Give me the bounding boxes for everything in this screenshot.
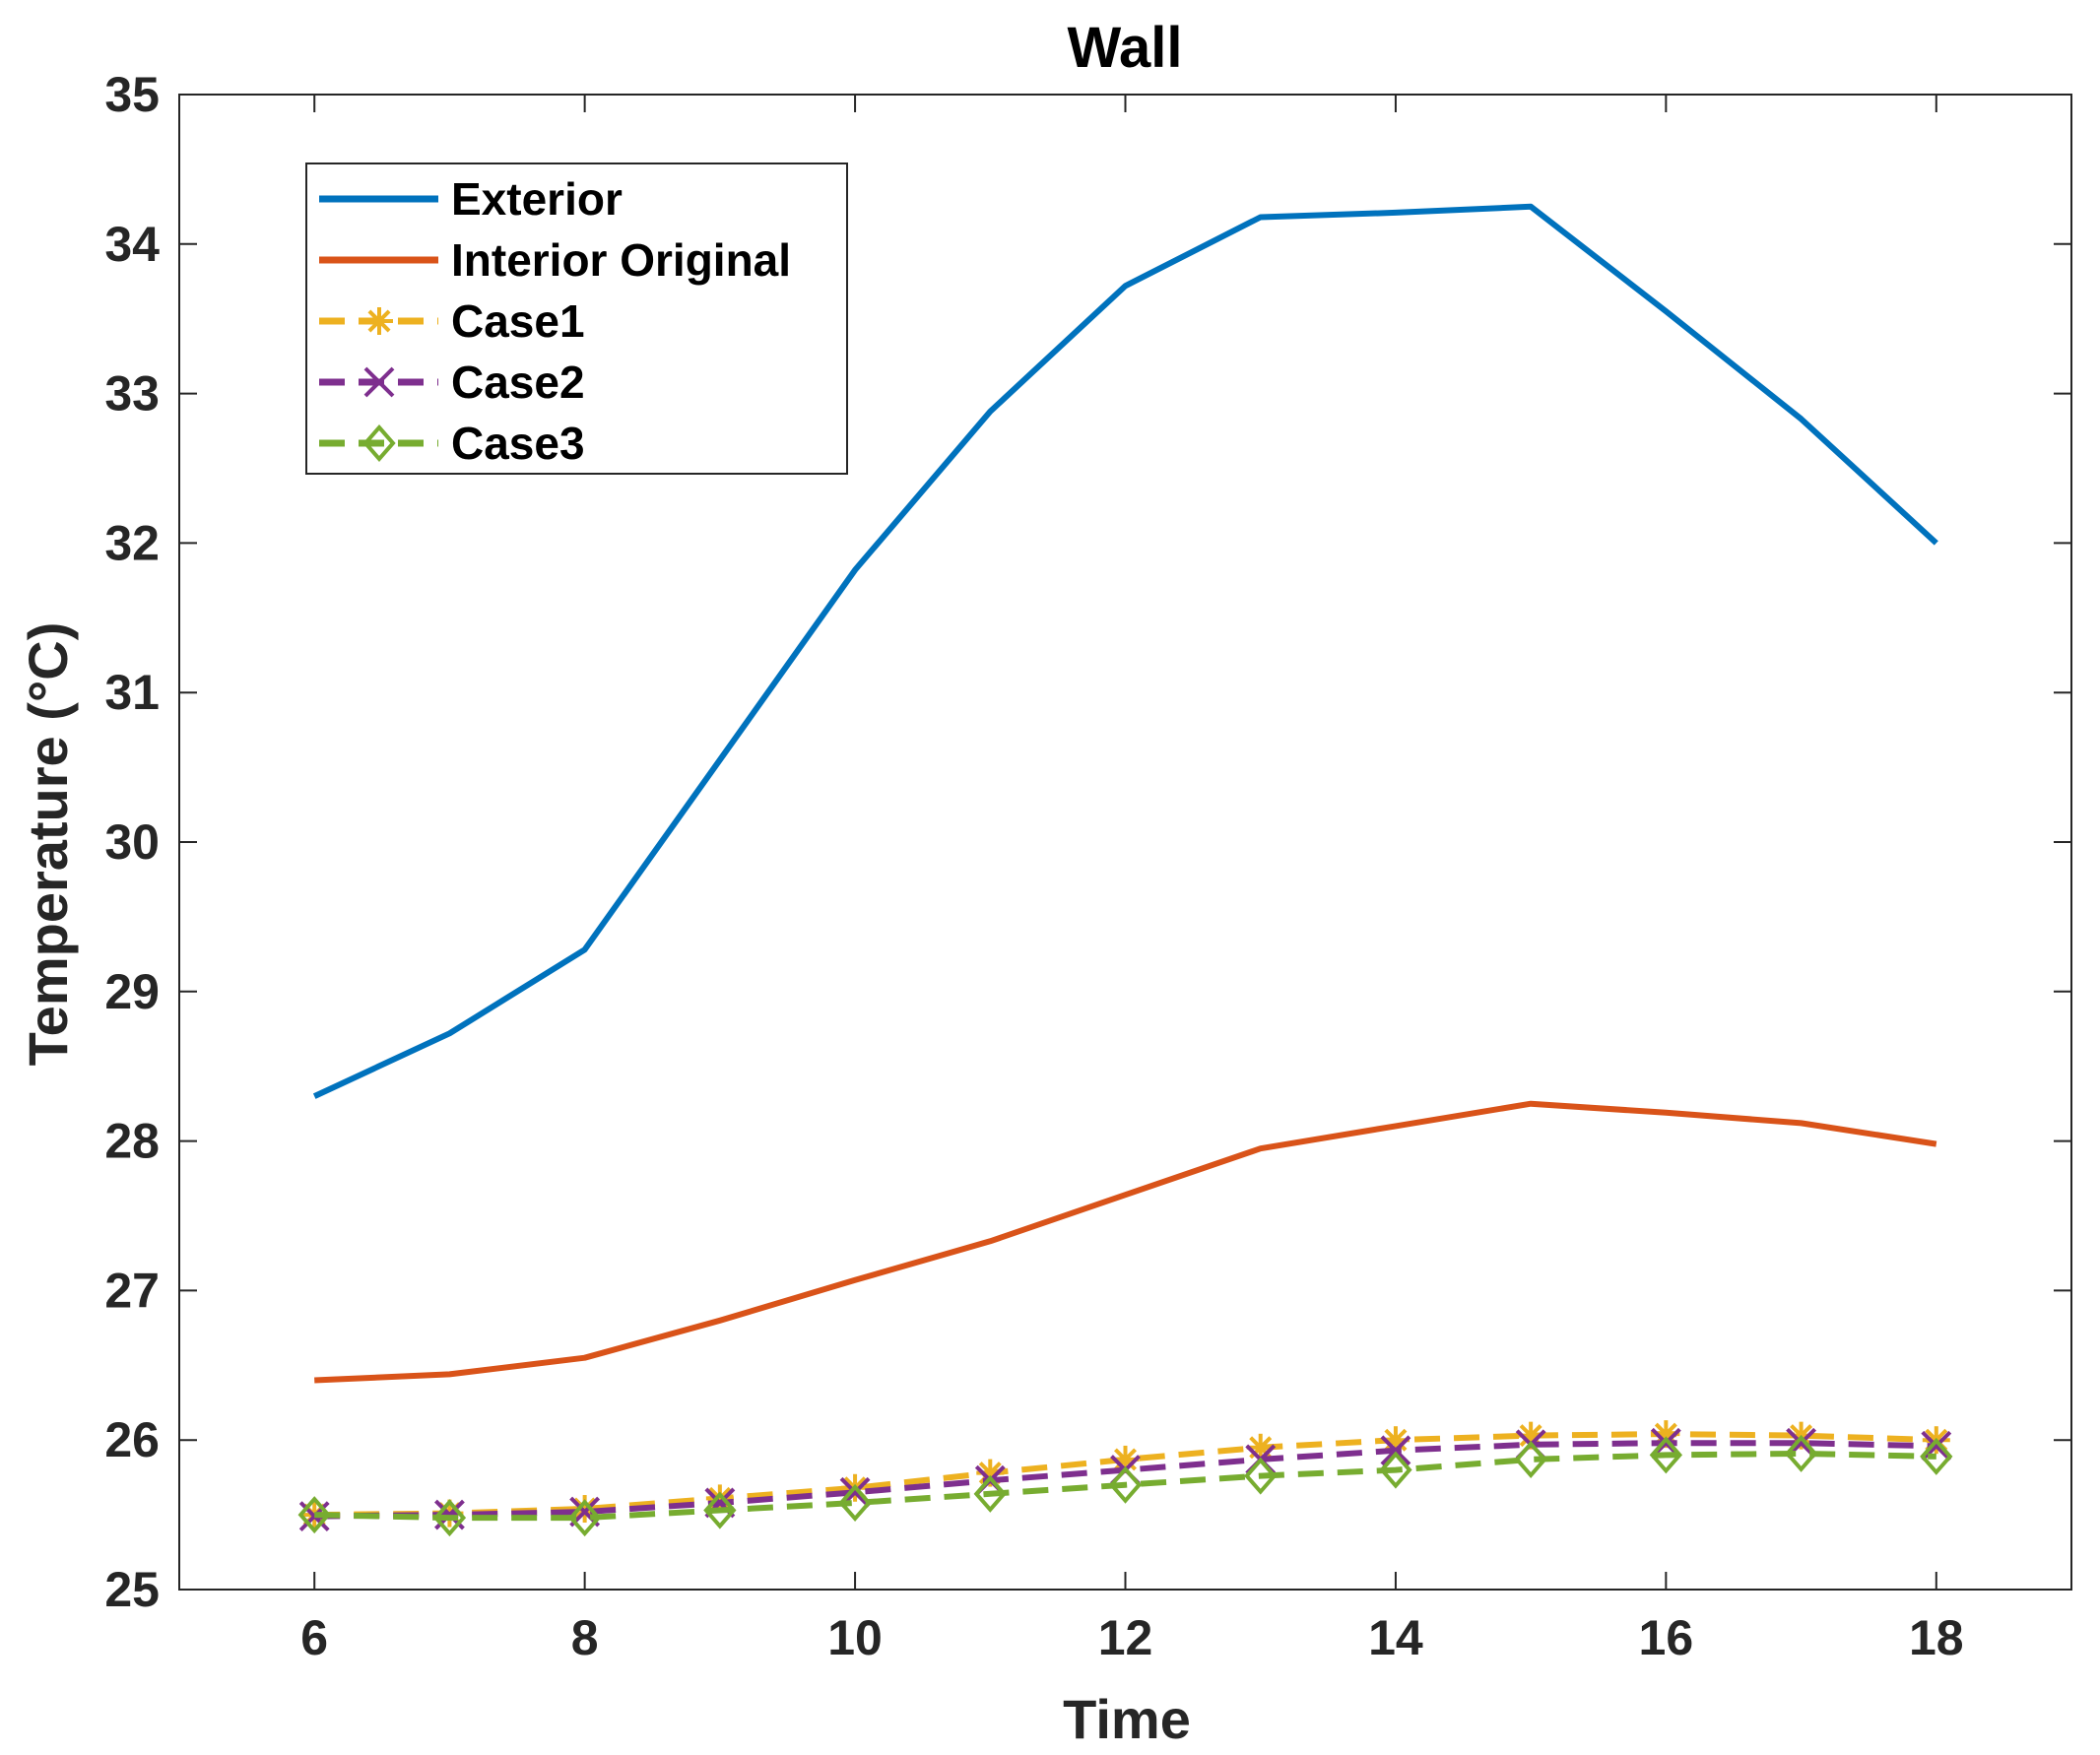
legend-item: Exterior xyxy=(319,173,623,225)
y-tick-label: 35 xyxy=(104,67,160,122)
legend-label: Case2 xyxy=(451,357,585,408)
y-tick-label: 29 xyxy=(104,964,160,1019)
x-tick-label: 18 xyxy=(1909,1610,1964,1665)
data-point xyxy=(1380,1435,1411,1466)
y-axis-label: Temperature (°C) xyxy=(17,622,79,1067)
x-tick-label: 6 xyxy=(300,1610,328,1665)
data-point xyxy=(1514,1440,1547,1478)
y-tick-label: 32 xyxy=(104,515,160,570)
y-tick-label: 26 xyxy=(104,1412,160,1467)
legend-label: Exterior xyxy=(451,173,623,225)
marker-stroke xyxy=(1514,1440,1547,1478)
y-tick-label: 30 xyxy=(104,814,160,870)
marker-stroke xyxy=(362,423,396,463)
x-tick-label: 14 xyxy=(1368,1610,1423,1665)
marker-stroke xyxy=(1108,1465,1143,1504)
y-tick-label: 27 xyxy=(104,1263,160,1318)
legend-item: Case3 xyxy=(319,418,585,469)
data-point xyxy=(297,1496,331,1534)
marker-stroke xyxy=(703,1491,737,1529)
marker-stroke xyxy=(1784,1434,1818,1472)
marker-stroke xyxy=(1244,1457,1278,1495)
data-point xyxy=(1784,1434,1818,1472)
x-tick-label: 16 xyxy=(1639,1610,1694,1665)
series-case3 xyxy=(297,1434,1953,1537)
y-tick-label: 31 xyxy=(104,665,160,720)
marker-stroke xyxy=(367,309,391,333)
legend-item: Interior Original xyxy=(319,234,791,286)
data-point xyxy=(1379,1451,1412,1489)
series-line xyxy=(312,203,1938,1099)
marker-stroke xyxy=(973,1474,1007,1513)
legend-marker xyxy=(363,366,395,398)
chart-title: Wall xyxy=(1067,16,1182,80)
x-axis-label: Time xyxy=(1063,1688,1191,1750)
x-tick-label: 8 xyxy=(571,1610,599,1665)
data-point xyxy=(567,1499,602,1537)
marker-stroke xyxy=(363,366,395,398)
marker-stroke xyxy=(1921,1430,1952,1462)
marker-stroke xyxy=(1519,1424,1542,1448)
legend-marker xyxy=(362,423,396,463)
data-point xyxy=(973,1474,1007,1513)
series-interior-original xyxy=(314,1100,1937,1384)
y-tick-label: 34 xyxy=(104,217,160,272)
data-point xyxy=(1920,1437,1953,1475)
legend-marker xyxy=(365,307,393,335)
y-tick-label: 33 xyxy=(104,366,160,422)
data-point xyxy=(838,1483,872,1522)
marker-stroke xyxy=(1649,1436,1683,1474)
legend-item: Case2 xyxy=(319,357,585,408)
marker-stroke xyxy=(1920,1437,1953,1475)
legend-box xyxy=(305,162,848,475)
legend-label: Interior Original xyxy=(451,234,791,286)
series-layer xyxy=(297,203,1953,1537)
marker-stroke xyxy=(838,1483,872,1522)
marker-stroke xyxy=(1379,1451,1412,1489)
series-line xyxy=(314,1100,1937,1384)
marker-stroke xyxy=(573,1497,597,1521)
data-point xyxy=(1921,1430,1952,1462)
data-point xyxy=(703,1491,737,1529)
data-point xyxy=(1649,1436,1683,1474)
x-tick-label: 12 xyxy=(1098,1610,1153,1665)
x-tick-label: 10 xyxy=(827,1610,883,1665)
ticks-layer: 6 8 10 12 14 16 18 25 26 27 28 29 30 31 32 33 34 35 xyxy=(104,67,2071,1665)
marker-stroke xyxy=(297,1496,331,1534)
legend-label: Case1 xyxy=(451,295,585,347)
marker-stroke xyxy=(567,1499,602,1537)
data-point xyxy=(1244,1457,1278,1495)
legend-label: Case3 xyxy=(451,418,585,469)
legend: Exterior Interior Original Case1 Case2 Case3 xyxy=(305,162,848,475)
marker-stroke xyxy=(1380,1435,1411,1466)
series-exterior xyxy=(312,203,1938,1099)
y-tick-label: 28 xyxy=(104,1114,160,1169)
data-point xyxy=(1108,1465,1143,1504)
legend-item: Case1 xyxy=(319,295,585,347)
y-tick-label: 25 xyxy=(104,1562,160,1617)
marker-stroke xyxy=(432,1499,467,1537)
data-point xyxy=(432,1499,467,1537)
series-line xyxy=(314,1450,1936,1522)
